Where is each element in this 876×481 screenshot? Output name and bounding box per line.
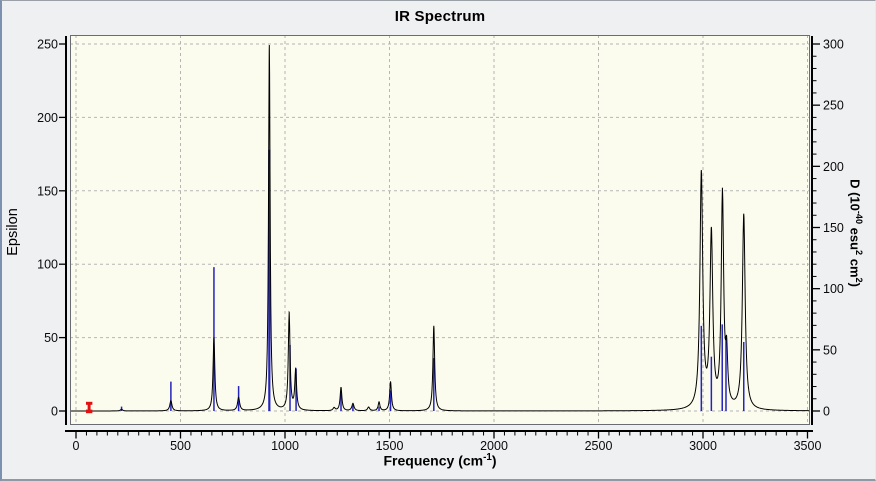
d-tick-label: 200 bbox=[823, 160, 844, 174]
epsilon-axis-spine bbox=[65, 36, 67, 425]
epsilon-tick-label: 200 bbox=[37, 111, 58, 125]
frequency-marker-shape[interactable] bbox=[85, 401, 93, 405]
d-axis-spine bbox=[811, 36, 813, 425]
d-tick-label: 300 bbox=[823, 38, 844, 52]
frequency-axis-spine bbox=[65, 430, 813, 432]
frequency-tick-label: 1500 bbox=[376, 439, 404, 453]
chart-title: IR Spectrum bbox=[394, 8, 486, 25]
frequency-marker-shape[interactable] bbox=[85, 409, 93, 414]
frequency-marker-shape[interactable] bbox=[87, 404, 91, 411]
epsilon-tick-label: 0 bbox=[51, 405, 58, 419]
frequency-tick-label: 3500 bbox=[794, 439, 822, 453]
frequency-tick-label: 3000 bbox=[689, 439, 717, 453]
d-tick-label: 50 bbox=[823, 343, 837, 357]
frequency-tick-label: 2500 bbox=[585, 439, 613, 453]
frequency-axis-title: Frequency (cm-1) bbox=[383, 452, 497, 469]
epsilon-tick-label: 100 bbox=[37, 258, 58, 272]
frequency-tick-label: 2000 bbox=[480, 439, 508, 453]
plot-border bbox=[70, 35, 810, 425]
frequency-tick-label: 1000 bbox=[271, 439, 299, 453]
d-tick-label: 250 bbox=[823, 99, 844, 113]
epsilon-tick-label: 250 bbox=[37, 38, 58, 52]
d-tick-label: 100 bbox=[823, 282, 844, 296]
epsilon-tick-label: 50 bbox=[44, 331, 58, 345]
epsilon-tick-label: 150 bbox=[37, 184, 58, 198]
frequency-marker[interactable] bbox=[85, 401, 93, 414]
d-tick-label: 150 bbox=[823, 221, 844, 235]
frequency-tick-label: 500 bbox=[170, 439, 191, 453]
plot-area bbox=[70, 35, 810, 425]
epsilon-curve bbox=[71, 45, 809, 412]
d-tick-label: 0 bbox=[823, 405, 830, 419]
frequency-tick-label: 0 bbox=[73, 439, 80, 453]
